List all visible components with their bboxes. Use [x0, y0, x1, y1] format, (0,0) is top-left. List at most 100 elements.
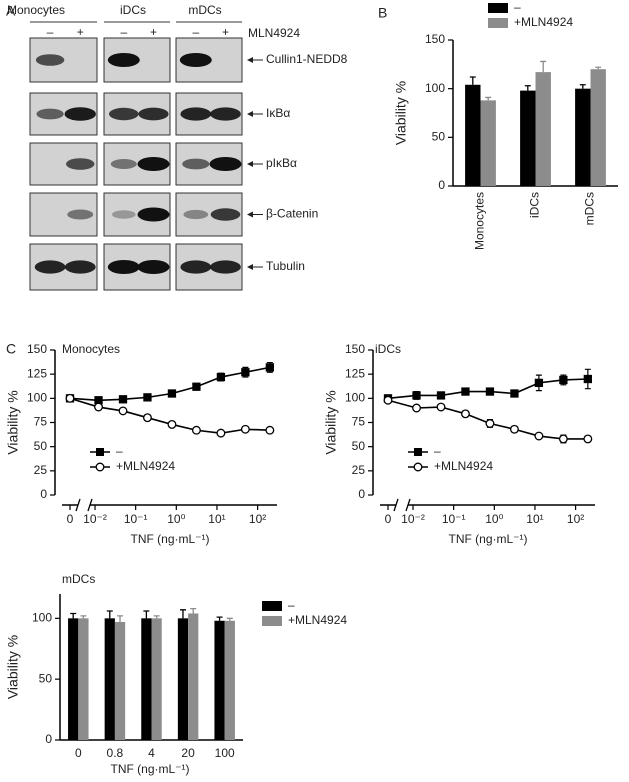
legend-label: – — [434, 444, 441, 458]
legend-swatch — [262, 601, 282, 611]
blot-band — [137, 157, 170, 171]
point — [509, 424, 519, 434]
x-axis-label: TNF (ng·mL⁻¹) — [131, 532, 210, 546]
lane-sign: – — [120, 25, 127, 39]
point — [461, 409, 470, 419]
legend-swatch — [262, 616, 282, 626]
point — [118, 395, 128, 404]
x-tick-label: 0 — [385, 512, 392, 526]
arrow-head — [247, 161, 253, 167]
point — [65, 393, 75, 403]
treatment-label: MLN4924 — [248, 26, 300, 40]
error-bar — [485, 96, 492, 101]
protein-label: Cullin1-NEDD8 — [266, 52, 348, 66]
error-bar — [117, 615, 124, 622]
bar — [104, 618, 115, 740]
bar — [214, 620, 225, 740]
y-tick-label: 125 — [27, 366, 47, 380]
x-tick-label: 0.8 — [107, 746, 124, 760]
y-tick-label: 100 — [27, 391, 47, 405]
y-tick-label: 0 — [40, 487, 47, 501]
point — [191, 425, 201, 435]
blot-band — [36, 108, 64, 120]
point — [265, 363, 274, 372]
axis-break — [75, 498, 81, 512]
y-tick-label: 100 — [345, 391, 365, 405]
blot-band — [107, 260, 140, 274]
x-axis-label: TNF (ng·mL⁻¹) — [449, 532, 528, 546]
protein-label: Tubulin — [266, 259, 305, 273]
bar — [177, 618, 189, 740]
point — [558, 434, 568, 444]
x-tick-label: 10² — [249, 512, 266, 526]
point — [412, 391, 421, 400]
y-axis-label: Viability % — [323, 390, 339, 454]
blot-band — [110, 159, 137, 169]
arrow-head — [247, 211, 253, 218]
x-tick-label: Monocytes — [473, 192, 487, 250]
x-tick-label: 10⁻¹ — [124, 512, 148, 526]
point — [192, 382, 201, 391]
x-tick-label: 10⁰ — [167, 512, 185, 526]
axis-break — [393, 498, 399, 512]
y-tick-label: 50 — [34, 439, 48, 453]
legend-marker — [414, 448, 422, 456]
blot-band — [137, 207, 170, 222]
error-bar — [216, 616, 223, 621]
y-tick-label: 50 — [432, 130, 446, 144]
legend-label: – — [514, 0, 521, 14]
y-axis-label: Viability % — [5, 635, 21, 699]
point — [436, 402, 446, 412]
y-tick-label: 0 — [45, 732, 52, 746]
legend-marker — [95, 462, 105, 472]
error-bar — [143, 610, 150, 619]
x-tick-label: 10¹ — [208, 512, 225, 526]
blot-band — [64, 260, 96, 274]
lane-sign: – — [192, 25, 199, 39]
lane-sign: – — [47, 25, 54, 39]
bar — [590, 69, 606, 186]
y-tick-label: 100 — [32, 611, 52, 625]
point — [485, 387, 495, 396]
x-tick-label: 10² — [567, 512, 584, 526]
blot-band — [180, 260, 212, 274]
bar — [141, 618, 152, 740]
point — [216, 372, 226, 382]
y-tick-label: 0 — [438, 178, 445, 192]
x-tick-label: 100 — [215, 746, 235, 760]
blot-band — [64, 107, 96, 121]
blot-band — [112, 210, 136, 219]
protein-label: IκBα — [266, 106, 290, 120]
column-header: mDCs — [188, 3, 221, 17]
legend-marker — [413, 462, 423, 472]
bar — [575, 88, 591, 186]
point — [118, 406, 128, 416]
point — [559, 375, 568, 385]
bar — [151, 618, 162, 740]
y-tick-label: 25 — [34, 463, 48, 477]
bar — [68, 618, 79, 740]
blot-band — [210, 107, 241, 121]
x-tick-label: 10⁻² — [83, 512, 107, 526]
y-tick-label: 150 — [425, 32, 445, 46]
lane-sign: + — [150, 25, 157, 39]
y-tick-label: 75 — [34, 415, 48, 429]
panel-label: A — [6, 3, 16, 19]
error-bar — [153, 615, 160, 619]
bar — [520, 90, 536, 186]
error-bar — [469, 76, 476, 85]
blot-band — [183, 209, 209, 220]
legend-label: +MLN4924 — [434, 459, 493, 473]
point — [241, 368, 250, 377]
y-tick-label: 150 — [27, 342, 47, 356]
blot-band — [179, 53, 212, 67]
chart-title: Monocytes — [62, 342, 120, 356]
x-tick-label: 0 — [67, 512, 74, 526]
blot-band — [138, 107, 169, 121]
blot-band — [35, 54, 65, 66]
point — [143, 393, 152, 402]
x-tick-label: mDCs — [583, 192, 597, 225]
x-tick-label: 10⁻² — [401, 512, 425, 526]
axis-break — [405, 498, 411, 512]
